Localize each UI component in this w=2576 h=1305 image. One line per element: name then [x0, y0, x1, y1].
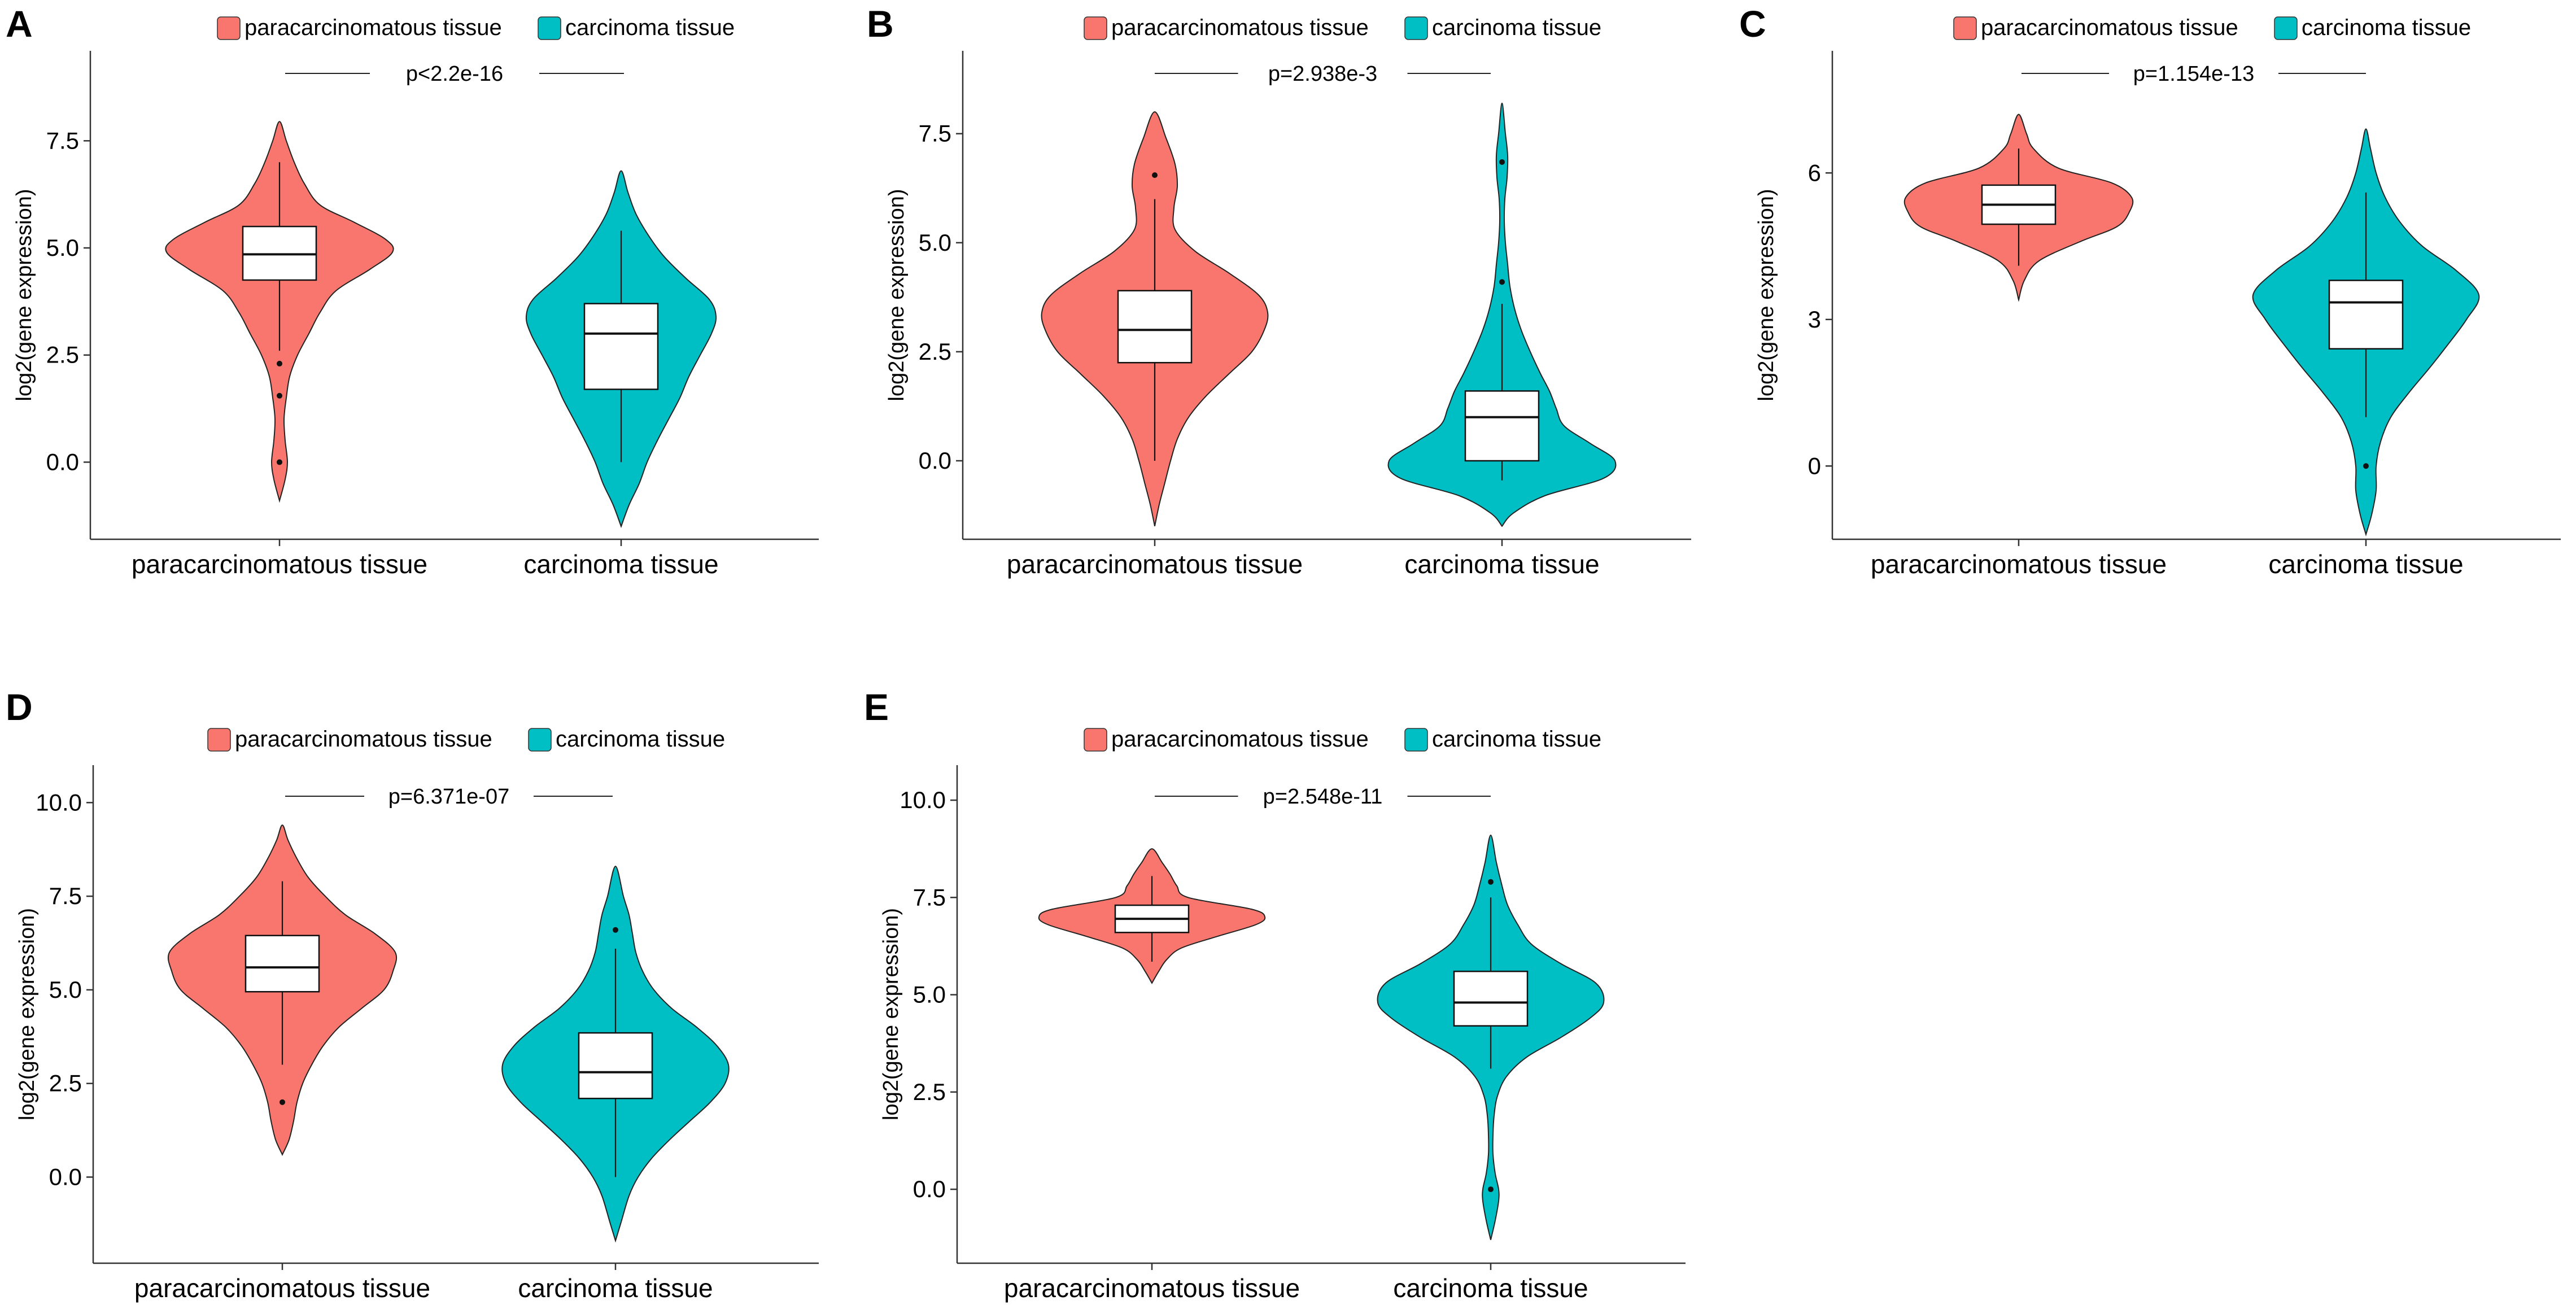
box-iqr	[2328, 280, 2404, 350]
y-tick-label: 0.0	[49, 1163, 82, 1190]
p-value-label: p=1.154e-13	[2133, 62, 2254, 86]
x-tick-label: paracarcinomatous tissue	[1004, 1273, 1300, 1303]
y-tick-label: 2.5	[46, 342, 79, 368]
panel-letter: B	[867, 3, 894, 45]
x-tick-label: carcinoma tissue	[1404, 549, 1599, 579]
legend-label-carcinoma: carcinoma tissue	[556, 727, 725, 752]
y-axis-label: log2(gene expression)	[885, 189, 909, 401]
legend-swatch-carcinoma	[2274, 16, 2298, 40]
y-tick-label: 7.5	[913, 884, 946, 910]
box-iqr	[244, 935, 320, 993]
y-tick-label: 5.0	[913, 981, 946, 1008]
legend-label-paracarcinomatous: paracarcinomatous tissue	[1111, 727, 1369, 752]
y-tick-label: 2.5	[913, 1079, 946, 1105]
outlier-point	[1488, 879, 1494, 885]
panel-letter: D	[6, 686, 33, 728]
box-iqr	[1453, 970, 1529, 1027]
legend-swatch-paracarcinomatous	[1084, 16, 1107, 40]
p-value-label: p=2.938e-3	[1268, 62, 1377, 86]
legend-label-carcinoma: carcinoma tissue	[1432, 727, 1601, 752]
panel-letter: C	[1739, 3, 1766, 45]
outlier-point	[1152, 172, 1158, 178]
y-tick-label: 2.5	[919, 338, 951, 365]
y-tick-label: 0.0	[919, 447, 951, 474]
y-tick-label: 5.0	[49, 976, 82, 1003]
outlier-point	[1499, 279, 1505, 285]
legend-label-paracarcinomatous: paracarcinomatous tissue	[235, 727, 492, 752]
legend: paracarcinomatous tissue carcinoma tissue	[207, 727, 725, 752]
y-tick-label: 7.5	[49, 883, 82, 909]
outlier-point	[277, 459, 282, 465]
y-tick-label: 5.0	[919, 229, 951, 256]
outlier-point	[277, 392, 282, 399]
outlier-point	[280, 1099, 285, 1105]
outlier-point	[1488, 1186, 1494, 1193]
x-tick-label: carcinoma tissue	[523, 549, 718, 579]
outlier-point	[613, 927, 618, 933]
x-tick-label: carcinoma tissue	[1393, 1273, 1588, 1303]
x-tick-label: carcinoma tissue	[518, 1273, 713, 1303]
y-tick-label: 6	[1808, 159, 1821, 186]
legend: paracarcinomatous tissue carcinoma tissue	[1953, 15, 2471, 40]
legend-label-carcinoma: carcinoma tissue	[565, 15, 735, 40]
y-tick-label: 10.0	[900, 787, 946, 813]
outlier-point	[2363, 463, 2369, 469]
legend-swatch-paracarcinomatous	[1084, 728, 1107, 752]
y-tick-label: 7.5	[919, 120, 951, 147]
legend: paracarcinomatous tissue carcinoma tissue	[1084, 727, 1601, 752]
legend-label-carcinoma: carcinoma tissue	[2302, 15, 2471, 40]
legend-swatch-paracarcinomatous	[207, 728, 231, 752]
legend-label-paracarcinomatous: paracarcinomatous tissue	[1981, 15, 2238, 40]
x-tick-label: carcinoma tissue	[2268, 549, 2463, 579]
outlier-point	[1499, 159, 1505, 165]
x-tick-label: paracarcinomatous tissue	[132, 549, 427, 579]
y-tick-label: 10.0	[36, 789, 82, 815]
panel-letter: A	[6, 3, 33, 45]
legend-swatch-carcinoma	[528, 728, 552, 752]
legend: paracarcinomatous tissue carcinoma tissue	[217, 15, 735, 40]
legend-label-paracarcinomatous: paracarcinomatous tissue	[1111, 15, 1369, 40]
box-iqr	[1464, 390, 1540, 462]
x-tick-label: paracarcinomatous tissue	[134, 1273, 430, 1303]
legend-label-paracarcinomatous: paracarcinomatous tissue	[244, 15, 502, 40]
x-tick-label: paracarcinomatous tissue	[1871, 549, 2167, 579]
box-iqr	[583, 303, 659, 390]
box-iqr	[1117, 290, 1193, 364]
legend-swatch-carcinoma	[1404, 728, 1428, 752]
y-tick-label: 7.5	[46, 127, 79, 154]
legend-label-carcinoma: carcinoma tissue	[1432, 15, 1601, 40]
outlier-point	[277, 360, 282, 366]
y-axis-label: log2(gene expression)	[1754, 189, 1778, 401]
y-tick-label: 0	[1808, 452, 1821, 479]
legend-swatch-paracarcinomatous	[217, 16, 241, 40]
p-value-label: p=2.548e-11	[1263, 785, 1383, 809]
y-tick-label: 3	[1808, 306, 1821, 333]
p-value-label: p=6.371e-07	[388, 785, 509, 809]
y-axis-label: log2(gene expression)	[879, 908, 903, 1120]
y-tick-label: 5.0	[46, 234, 79, 261]
p-value-label: p<2.2e-16	[406, 62, 503, 86]
y-tick-label: 2.5	[49, 1070, 82, 1097]
y-tick-label: 0.0	[913, 1176, 946, 1202]
legend: paracarcinomatous tissue carcinoma tissue	[1084, 15, 1601, 40]
y-axis-label: log2(gene expression)	[12, 189, 36, 401]
legend-swatch-paracarcinomatous	[1953, 16, 1977, 40]
legend-swatch-carcinoma	[1404, 16, 1428, 40]
legend-swatch-carcinoma	[538, 16, 561, 40]
y-axis-label: log2(gene expression)	[15, 908, 39, 1120]
x-tick-label: paracarcinomatous tissue	[1007, 549, 1303, 579]
y-tick-label: 0.0	[46, 448, 79, 475]
box-iqr	[578, 1032, 653, 1099]
panel-letter: E	[864, 686, 889, 728]
